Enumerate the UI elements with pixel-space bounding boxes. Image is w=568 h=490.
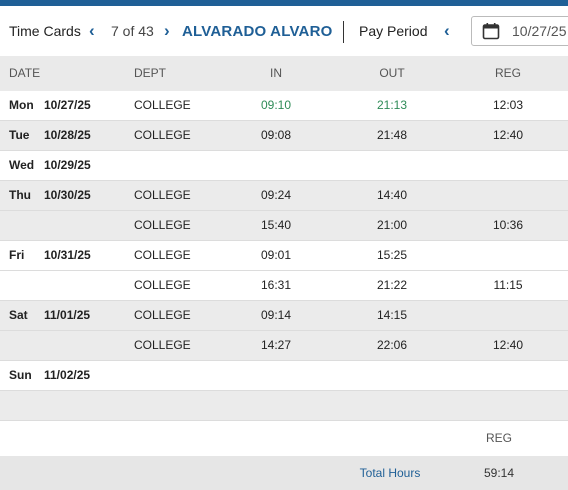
row-day: Tue <box>9 128 30 142</box>
employee-name-link[interactable]: ALVARADO ALVARO <box>182 22 333 40</box>
row-dept: COLLEGE <box>134 188 191 202</box>
table-row[interactable]: Tue 10/28/25 COLLEGE 09:08 21:48 12:40 <box>0 121 568 151</box>
calendar-icon <box>482 23 500 40</box>
row-in-text: 09:14 <box>260 308 292 322</box>
row-day: Sun <box>9 368 32 382</box>
row-reg-text: 10:36 <box>492 218 524 232</box>
row-dept: COLLEGE <box>134 128 191 142</box>
row-dept: COLLEGE <box>134 338 191 352</box>
timecard-rows: Mon 10/27/25 COLLEGE 09:10 21:13 12:03 T… <box>0 91 568 391</box>
row-out-text: 14:15 <box>376 308 408 322</box>
next-employee-button[interactable]: › <box>164 6 170 56</box>
record-counter: 7 of 43 <box>111 23 154 39</box>
row-out-text: 14:40 <box>376 188 408 202</box>
chevron-right-icon: › <box>164 21 170 40</box>
empty-row <box>0 391 568 421</box>
table-row[interactable]: Thu 10/30/25 COLLEGE 09:24 14:40 <box>0 181 568 211</box>
row-out-text: 21:48 <box>376 128 408 142</box>
header-divider <box>343 21 344 43</box>
table-row[interactable]: COLLEGE 15:40 21:00 10:36 <box>0 211 568 241</box>
column-header-in-text: IN <box>270 66 282 80</box>
table-row[interactable]: Mon 10/27/25 COLLEGE 09:10 21:13 12:03 <box>0 91 568 121</box>
chevron-left-icon: ‹ <box>89 21 95 40</box>
totals-header: REG <box>0 421 568 455</box>
table-header: DATE DEPT IN OUT REG <box>0 56 568 91</box>
totals-footer: Total Hours 59:14 <box>0 456 568 490</box>
row-out-text: 22:06 <box>376 338 408 352</box>
row-dept: COLLEGE <box>134 218 191 232</box>
column-header-reg-text: REG <box>495 66 522 80</box>
row-in-text: 09:01 <box>260 248 292 262</box>
row-out-text: 21:00 <box>376 218 408 232</box>
pay-period-date-picker[interactable]: 10/27/25 <box>471 16 568 46</box>
row-date: 10/29/25 <box>44 158 91 172</box>
row-in-text: 09:24 <box>260 188 292 202</box>
previous-pay-period-button[interactable]: ‹ <box>444 6 450 56</box>
row-day: Fri <box>9 248 25 262</box>
row-day: Wed <box>9 158 35 172</box>
row-dept: COLLEGE <box>134 248 191 262</box>
table-row[interactable]: COLLEGE 16:31 21:22 11:15 <box>0 271 568 301</box>
pay-period-label: Pay Period <box>359 23 428 39</box>
row-day: Thu <box>9 188 31 202</box>
row-date: 10/30/25 <box>44 188 91 202</box>
row-reg-text: 11:15 <box>493 278 523 292</box>
column-header-dept: DEPT <box>134 66 167 80</box>
total-hours-label-text: Total Hours <box>359 466 421 480</box>
row-dept: COLLEGE <box>134 278 191 292</box>
row-date: 11/02/25 <box>44 368 91 382</box>
row-in-text: 09:08 <box>260 128 292 142</box>
row-out-text: 21:13 <box>376 98 408 112</box>
row-reg-text: 12:40 <box>492 338 524 352</box>
row-out-text: 21:22 <box>376 278 408 292</box>
row-dept: COLLEGE <box>134 308 191 322</box>
table-row[interactable]: Sat 11/01/25 COLLEGE 09:14 14:15 <box>0 301 568 331</box>
column-header-date: DATE <box>9 66 41 80</box>
row-reg-text: 12:40 <box>492 128 524 142</box>
row-day: Sat <box>9 308 28 322</box>
table-row[interactable]: COLLEGE 14:27 22:06 12:40 <box>0 331 568 361</box>
row-reg-text: 12:03 <box>492 98 524 112</box>
previous-employee-button[interactable]: ‹ <box>89 6 95 56</box>
chevron-left-icon: ‹ <box>444 21 450 40</box>
table-row[interactable]: Fri 10/31/25 COLLEGE 09:01 15:25 <box>0 241 568 271</box>
timecard-header: Time Cards ‹ 7 of 43 › ALVARADO ALVARO P… <box>0 6 568 56</box>
row-day: Mon <box>9 98 34 112</box>
page-title: Time Cards <box>9 23 81 39</box>
row-in-text: 09:10 <box>260 98 292 112</box>
totals-reg-label-text: REG <box>486 431 513 445</box>
row-in-text: 14:27 <box>260 338 292 352</box>
row-date: 10/27/25 <box>44 98 91 112</box>
table-row[interactable]: Wed 10/29/25 <box>0 151 568 181</box>
row-dept: COLLEGE <box>134 98 191 112</box>
row-out-text: 15:25 <box>376 248 408 262</box>
row-date: 10/31/25 <box>44 248 91 262</box>
total-hours-value-text: 59:14 <box>483 466 515 480</box>
pay-period-date-value: 10/27/25 <box>512 23 567 39</box>
top-accent-bar <box>0 0 568 6</box>
column-header-out-text: OUT <box>379 66 405 80</box>
row-in-text: 16:31 <box>260 278 292 292</box>
row-date: 10/28/25 <box>44 128 91 142</box>
row-in-text: 15:40 <box>260 218 292 232</box>
row-date: 11/01/25 <box>44 308 91 322</box>
table-row[interactable]: Sun 11/02/25 <box>0 361 568 391</box>
